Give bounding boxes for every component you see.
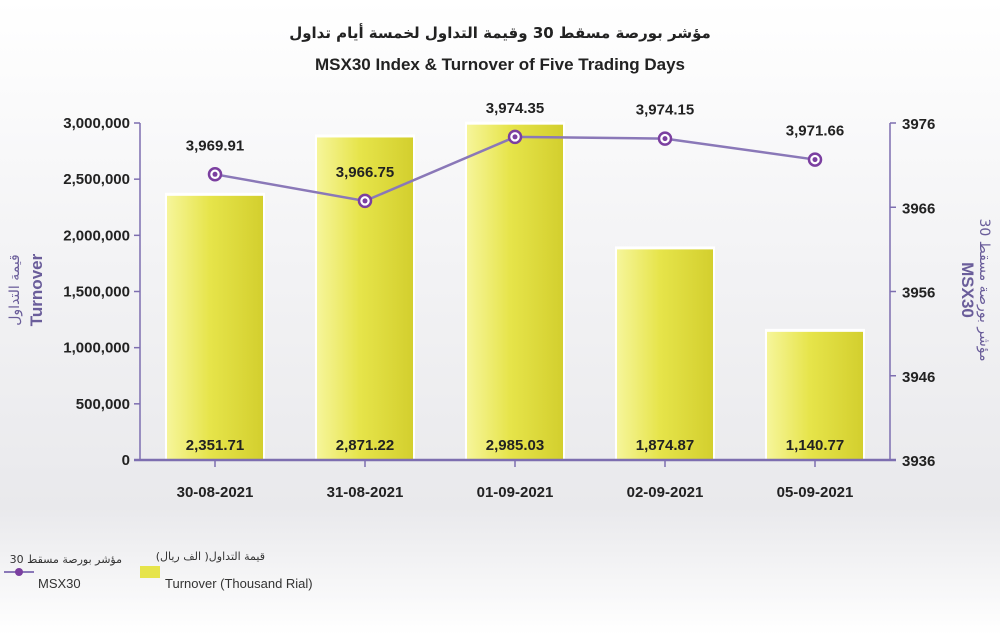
index-point-dot: [212, 171, 218, 177]
right-axis-tick-label: 3956: [902, 285, 935, 302]
right-axis-title: MSX30: [958, 262, 977, 318]
right-axis-tick-label: 3966: [902, 200, 935, 217]
chart-title-arabic: مؤشر بورصة مسقط 30 وقيمة التداول لخمسة أ…: [289, 23, 711, 42]
index-point-dot: [362, 198, 368, 204]
index-point-dot: [812, 157, 818, 163]
turnover-bar: [167, 195, 263, 460]
legend-index-label: MSX30: [38, 576, 81, 591]
turnover-data-label: 1,140.77: [786, 437, 844, 454]
index-point-dot: [662, 136, 668, 142]
index-data-label: 3,971.66: [786, 123, 844, 140]
index-line-layer: [207, 129, 823, 209]
x-axis-tick-label: 30-08-2021: [177, 484, 254, 501]
x-axis-tick-label: 05-09-2021: [777, 484, 854, 501]
bars-layer: [165, 121, 865, 460]
legend-index-swatch-marker: [15, 568, 23, 576]
left-axis-tick-label: 1,000,000: [63, 340, 130, 357]
left-axis-tick-label: 0: [122, 452, 130, 469]
axes-layer: 3,000,000 2,500,000 2,000,000 1,500,000 1,00…: [63, 115, 935, 501]
turnover-bar: [317, 137, 413, 460]
right-axis-title-arabic: مؤشر بورصة مسقط 30: [976, 218, 992, 361]
data-labels-layer: 3,969.91 3,966.75 3,974.35 3,974.15 3,971.66…: [186, 100, 844, 454]
turnover-bar: [617, 249, 713, 460]
left-axis-tick-label: 2,000,000: [63, 227, 130, 244]
x-axis-tick-label: 01-09-2021: [477, 484, 554, 501]
turnover-bar: [767, 331, 863, 460]
x-axis-tick-label: 31-08-2021: [327, 484, 404, 501]
left-axis-tick-label: 2,500,000: [63, 171, 130, 188]
legend-index-label-arabic: مؤشر بورصة مسقط 30: [10, 553, 122, 566]
x-axis-tick-label: 02-09-2021: [627, 484, 704, 501]
turnover-data-label: 2,871.22: [336, 437, 394, 454]
right-axis-tick-label: 3936: [902, 453, 935, 470]
turnover-bar: [467, 124, 563, 460]
index-point-dot: [512, 134, 518, 140]
legend-turnover-label-arabic: قيمة التداول( الف ريال): [156, 550, 265, 563]
legend-turnover-label: Turnover (Thousand Rial): [165, 576, 313, 591]
left-axis-tick-label: 3,000,000: [63, 115, 130, 132]
left-axis-title-arabic: قيمة التداول: [7, 254, 23, 326]
index-data-label: 3,974.15: [636, 102, 694, 119]
left-axis-title: Turnover: [27, 253, 46, 326]
right-axis-tick-label: 3946: [902, 369, 935, 386]
left-axis-tick-label: 1,500,000: [63, 284, 130, 301]
turnover-data-label: 1,874.87: [636, 437, 694, 454]
turnover-data-label: 2,351.71: [186, 437, 244, 454]
index-data-label: 3,974.35: [486, 100, 544, 117]
index-data-label: 3,966.75: [336, 164, 394, 181]
right-axis-tick-label: 3976: [902, 116, 935, 133]
legend-turnover-swatch: [140, 566, 160, 578]
index-data-label: 3,969.91: [186, 137, 244, 154]
chart-title: MSX30 Index & Turnover of Five Trading D…: [315, 55, 685, 74]
left-axis-tick-label: 500,000: [76, 396, 130, 413]
turnover-data-label: 2,985.03: [486, 437, 544, 454]
legend: مؤشر بورصة مسقط 30 MSX30 قيمة التداول( ا…: [4, 550, 313, 591]
